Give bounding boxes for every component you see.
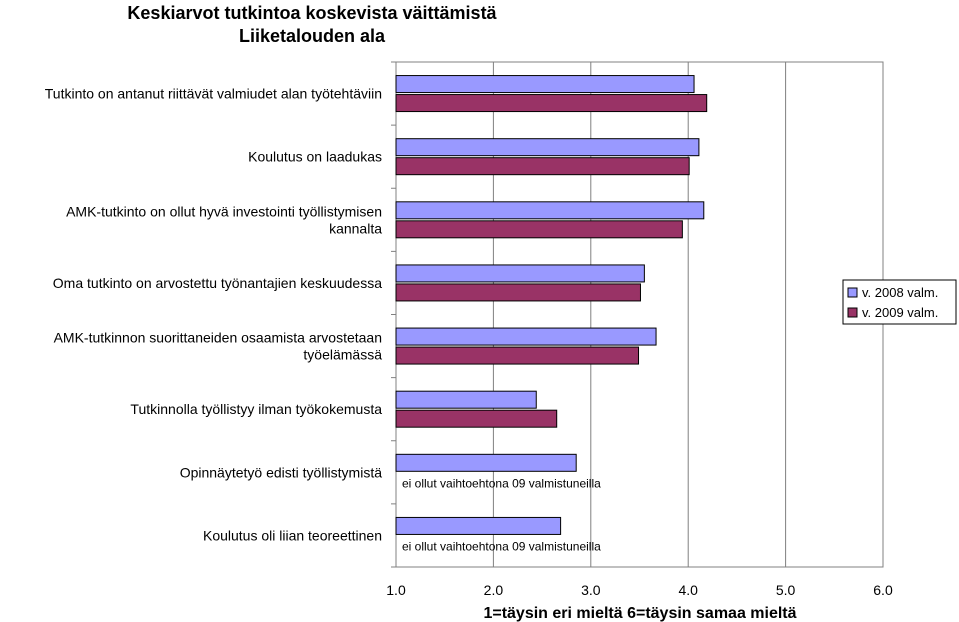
category-label: Koulutus on laadukas [248,149,382,165]
missing-value-note: ei ollut vaihtoehtona 09 valmistuneilla [402,476,601,490]
bar-2008-5 [395,390,537,409]
bar-2008-6 [395,453,577,472]
bar-2008-0 [395,75,695,94]
category-label: työelämässä [303,347,382,363]
category-labels: Tutkinto on antanut riittävät valmiudet … [45,86,382,544]
legend-entry: v. 2008 valm. [862,285,938,300]
legend: v. 2008 valm. v. 2009 valm. [842,279,957,325]
category-label: Oma tutkinto on arvostettu työnantajien … [53,275,382,291]
x-axis-label: 1=täysin eri mieltä 6=täysin samaa mielt… [483,605,796,622]
bar-2009-4 [395,346,640,365]
bar-2009-0 [395,94,708,113]
bar-2009-3 [395,283,641,302]
legend-entry: v. 2009 valm. [862,305,938,320]
legend-swatch [847,307,858,318]
bar-2009-2 [395,220,683,239]
x-tick-label: 4.0 [678,582,698,598]
bar-2008-7 [395,516,562,535]
bar-2008-3 [395,264,645,283]
x-tick-label: 3.0 [581,582,601,598]
bar-2008-1 [395,138,700,157]
category-label: Koulutus oli liian teoreettinen [203,527,382,543]
category-label: Opinnäytetyö edisti työllistymistä [180,464,383,480]
legend-swatch [847,287,858,298]
chart-title-line2: Liiketalouden ala [239,26,386,46]
category-label: kannalta [329,220,382,236]
x-tick-label: 5.0 [776,582,796,598]
missing-value-note: ei ollut vaihtoehtona 09 valmistuneilla [402,539,601,553]
legend-box [842,279,957,325]
category-label: AMK-tutkinto on ollut hyvä investointi t… [66,203,382,219]
x-tick-label: 6.0 [873,582,893,598]
x-tick-label: 1.0 [386,582,406,598]
plot-border [395,61,884,568]
bars-group: ei ollut vaihtoehtona 09 valmistuneilla e… [395,75,708,553]
category-label: AMK-tutkinnon suorittaneiden osaamista a… [54,330,382,346]
category-label: Tutkinto on antanut riittävät valmiudet … [45,86,382,102]
x-tick-label: 2.0 [484,582,504,598]
chart-title-line1: Keskiarvot tutkintoa koskevista väittämi… [127,3,497,23]
category-label: Tutkinnolla työllistyy ilman työkokemust… [130,401,382,417]
bar-2008-4 [395,327,657,346]
bar-2008-2 [395,201,705,220]
bar-2009-1 [395,157,690,176]
bar-2009-5 [395,409,558,428]
x-tick-labels: 1.0 2.0 3.0 4.0 5.0 6.0 [386,582,893,598]
plot-area [391,61,884,568]
